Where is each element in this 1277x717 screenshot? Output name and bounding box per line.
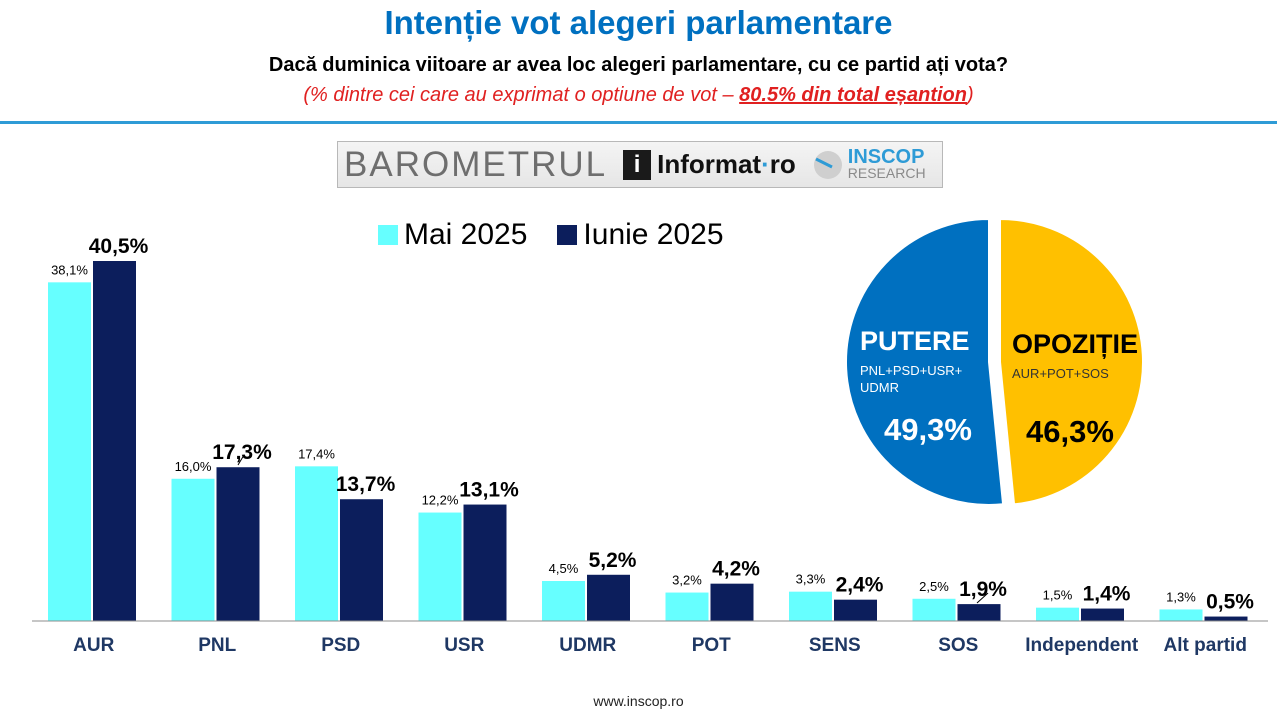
x-tick-independent: Independent — [1025, 635, 1139, 656]
data-label-sos-mai: 2,5% — [919, 579, 949, 594]
data-label-usr-mai: 12,2% — [422, 493, 459, 508]
leader-line-sos — [976, 592, 989, 604]
pie-sub-opozitie: AUR+POT+SOS — [1012, 366, 1109, 381]
bar-pot-mai — [665, 592, 709, 621]
legend-swatch-iunie — [557, 225, 578, 245]
data-label-alt-partid-mai: 1,3% — [1166, 589, 1196, 604]
bar-usr-mai — [418, 512, 462, 621]
bar-udmr-mai — [542, 581, 585, 621]
note-suffix: ) — [966, 84, 974, 106]
bar-sos-mai — [912, 598, 956, 621]
data-label-pot-iunie: 4,2% — [712, 558, 760, 581]
bar-sos-iunie — [957, 604, 1001, 621]
x-tick-pnl: PNL — [198, 635, 236, 656]
pie-value-putere: 49,3% — [884, 412, 972, 447]
bar-aur-iunie — [93, 261, 136, 621]
bar-pnl-mai — [171, 478, 215, 621]
data-label-udmr-mai: 4,5% — [549, 561, 579, 576]
bar-sens-mai — [789, 591, 832, 621]
data-label-aur-mai: 38,1% — [51, 262, 88, 277]
data-label-sens-iunie: 2,4% — [836, 574, 884, 597]
pie-value-opozitie: 46,3% — [1026, 414, 1114, 449]
bar-psd-iunie — [340, 499, 383, 621]
pie-label-opozitie: OPOZIȚIE — [1012, 329, 1139, 359]
legend-swatch-mai — [378, 225, 398, 245]
bar-psd-mai — [295, 466, 338, 621]
x-tick-udmr: UDMR — [559, 635, 616, 656]
bar-aur-mai — [48, 282, 91, 621]
legend-label-iunie: Iunie 2025 — [583, 218, 724, 251]
informat-tld: ro — [769, 149, 796, 179]
note-emphasis: 80.5% din total eșantion — [739, 84, 967, 106]
x-tick-pot: POT — [692, 635, 731, 656]
bar-udmr-iunie — [587, 574, 630, 621]
pie-label-putere: PUTERE — [860, 326, 970, 356]
bar-pnl-iunie — [216, 467, 260, 621]
legend-item-mai: Mai 2025 — [378, 218, 527, 252]
legend-label-mai: Mai 2025 — [404, 218, 528, 251]
informat-logo-icon: i — [623, 149, 652, 180]
data-label-psd-mai: 17,4% — [298, 446, 335, 461]
data-label-sens-mai: 3,3% — [796, 572, 826, 587]
data-label-pnl-iunie: 17,3% — [212, 441, 272, 464]
x-tick-sos: SOS — [938, 635, 978, 656]
data-label-pnl-mai: 16,0% — [175, 459, 212, 474]
data-label-sos-iunie: 1,9% — [959, 578, 1007, 601]
bar-independent-iunie — [1081, 608, 1124, 621]
data-label-usr-iunie: 13,1% — [459, 479, 519, 502]
bar-alt-partid-iunie — [1204, 616, 1248, 621]
pie-slice-putere — [845, 217, 1005, 506]
note-prefix: (% dintre cei care au exprimat o optiune… — [303, 84, 740, 106]
informat-logo-text: Informat·ro — [657, 149, 796, 180]
page-title: Intenție vot alegeri parlamentare — [384, 4, 893, 41]
chart-legend: Mai 2025 Iunie 2025 — [378, 218, 754, 252]
sample-note: (% dintre cei care au exprimat o optiune… — [0, 84, 1277, 107]
bar-usr-iunie — [463, 504, 507, 621]
header-divider — [0, 121, 1277, 124]
inscop-name: INSCOP — [847, 145, 925, 168]
legend-item-iunie: Iunie 2025 — [557, 218, 724, 252]
footer-url: www.inscop.ro — [593, 693, 684, 709]
data-label-independent-mai: 1,5% — [1043, 588, 1073, 603]
data-label-aur-iunie: 40,5% — [89, 235, 149, 258]
x-tick-psd: PSD — [321, 635, 360, 656]
bar-independent-mai — [1036, 607, 1079, 621]
survey-question: Dacă duminica viitoare ar avea loc alege… — [268, 54, 1009, 76]
informat-dot: · — [761, 149, 770, 179]
pie-sub-putere: PNL+PSD+USR+ UDMR — [860, 363, 963, 395]
leader-line-pnl — [237, 454, 245, 466]
bar-pot-iunie — [710, 583, 754, 621]
bar-sens-iunie — [834, 599, 877, 621]
data-label-independent-iunie: 1,4% — [1083, 583, 1131, 606]
x-tick-sens: SENS — [809, 635, 861, 656]
barometru-text: BAROMETRUL — [344, 144, 608, 184]
x-tick-aur: AUR — [73, 635, 114, 656]
pie-slice-opozitie — [999, 217, 1144, 506]
data-label-psd-iunie: 13,7% — [336, 473, 396, 496]
data-label-alt-partid-iunie: 0,5% — [1206, 591, 1254, 614]
barometru-banner: BAROMETRUL i Informat·ro INSCOP RESEARCH — [337, 141, 943, 188]
research-name: RESEARCH — [847, 164, 926, 181]
inscop-logo-icon — [812, 149, 844, 181]
inscop-logo-text: INSCOP RESEARCH — [847, 145, 926, 181]
data-label-udmr-iunie: 5,2% — [589, 549, 637, 572]
data-label-pot-mai: 3,2% — [672, 573, 702, 588]
informat-name: Informat — [657, 149, 762, 179]
x-tick-alt-partid: Alt partid — [1164, 635, 1247, 656]
x-tick-usr: USR — [444, 635, 484, 656]
bar-alt-partid-mai — [1159, 609, 1203, 621]
